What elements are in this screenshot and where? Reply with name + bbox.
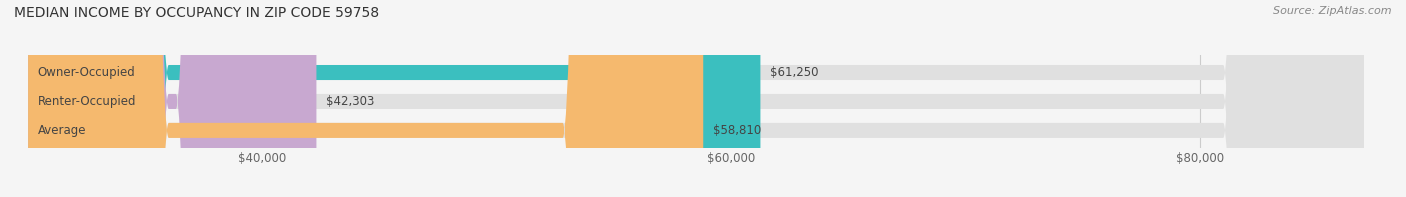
- FancyBboxPatch shape: [28, 0, 316, 197]
- FancyBboxPatch shape: [28, 0, 703, 197]
- Text: $58,810: $58,810: [713, 124, 761, 137]
- FancyBboxPatch shape: [28, 0, 761, 197]
- Text: Average: Average: [38, 124, 86, 137]
- FancyBboxPatch shape: [28, 0, 1364, 197]
- Text: Source: ZipAtlas.com: Source: ZipAtlas.com: [1274, 6, 1392, 16]
- Text: $61,250: $61,250: [769, 66, 818, 79]
- FancyBboxPatch shape: [28, 0, 1364, 197]
- FancyBboxPatch shape: [28, 0, 1364, 197]
- Text: Owner-Occupied: Owner-Occupied: [38, 66, 135, 79]
- Text: $42,303: $42,303: [326, 95, 374, 108]
- Text: Renter-Occupied: Renter-Occupied: [38, 95, 136, 108]
- Text: MEDIAN INCOME BY OCCUPANCY IN ZIP CODE 59758: MEDIAN INCOME BY OCCUPANCY IN ZIP CODE 5…: [14, 6, 380, 20]
